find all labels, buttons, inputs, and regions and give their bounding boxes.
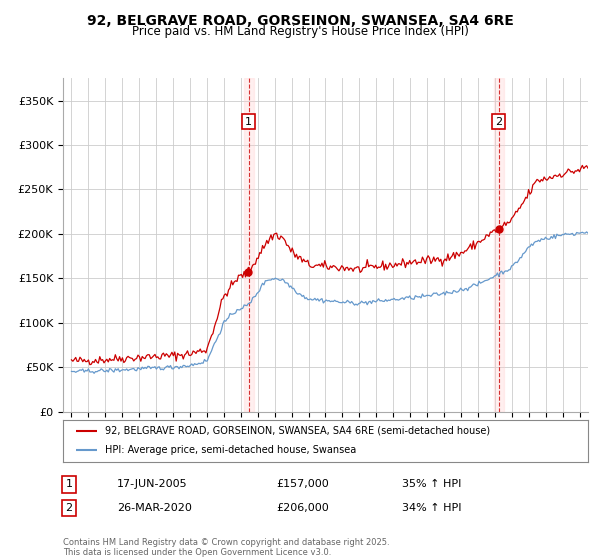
Text: 1: 1 bbox=[65, 479, 73, 489]
Text: Price paid vs. HM Land Registry's House Price Index (HPI): Price paid vs. HM Land Registry's House … bbox=[131, 25, 469, 38]
Text: 35% ↑ HPI: 35% ↑ HPI bbox=[402, 479, 461, 489]
Text: 2: 2 bbox=[65, 503, 73, 513]
Bar bbox=[244, 78, 254, 412]
Text: £206,000: £206,000 bbox=[276, 503, 329, 513]
Text: 34% ↑ HPI: 34% ↑ HPI bbox=[402, 503, 461, 513]
Text: 2: 2 bbox=[495, 116, 502, 127]
Text: 1: 1 bbox=[245, 116, 252, 127]
Text: Contains HM Land Registry data © Crown copyright and database right 2025.
This d: Contains HM Land Registry data © Crown c… bbox=[63, 538, 389, 557]
Text: 92, BELGRAVE ROAD, GORSEINON, SWANSEA, SA4 6RE (semi-detached house): 92, BELGRAVE ROAD, GORSEINON, SWANSEA, S… bbox=[105, 426, 490, 436]
Text: 17-JUN-2005: 17-JUN-2005 bbox=[117, 479, 188, 489]
Text: HPI: Average price, semi-detached house, Swansea: HPI: Average price, semi-detached house,… bbox=[105, 445, 356, 455]
Bar bbox=[494, 78, 504, 412]
Text: 26-MAR-2020: 26-MAR-2020 bbox=[117, 503, 192, 513]
Text: £157,000: £157,000 bbox=[276, 479, 329, 489]
Text: 92, BELGRAVE ROAD, GORSEINON, SWANSEA, SA4 6RE: 92, BELGRAVE ROAD, GORSEINON, SWANSEA, S… bbox=[86, 14, 514, 28]
